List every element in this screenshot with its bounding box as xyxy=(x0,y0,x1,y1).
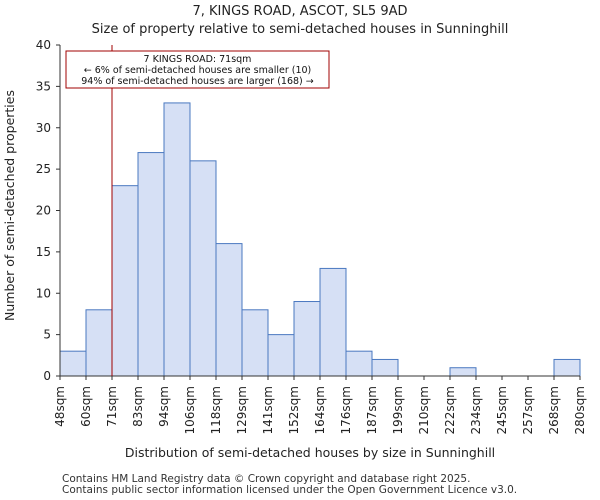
footer-copyright: Contains HM Land Registry data © Crown c… xyxy=(62,473,471,485)
bar-152sqm xyxy=(293,301,321,377)
x-tick-label: 152sqm xyxy=(287,386,301,434)
x-tick-label: 268sqm xyxy=(547,386,561,434)
x-tick-label: 245sqm xyxy=(495,386,509,434)
x-tick-label: 60sqm xyxy=(79,386,93,427)
x-tick-label: 222sqm xyxy=(443,386,457,434)
y-tick-label: 10 xyxy=(36,286,51,300)
bar-118sqm xyxy=(215,243,243,377)
bar-83sqm xyxy=(137,152,165,377)
x-tick-label: 94sqm xyxy=(157,386,171,427)
bar-94sqm xyxy=(163,102,191,377)
bar-268sqm xyxy=(553,358,581,377)
bar-222sqm xyxy=(449,367,477,377)
x-tick-label: 199sqm xyxy=(391,386,405,434)
y-tick-label: 35 xyxy=(36,79,51,93)
x-tick-label: 176sqm xyxy=(339,386,353,434)
chart-subtitle: Size of property relative to semi-detach… xyxy=(91,22,509,37)
bar-164sqm xyxy=(319,267,347,377)
bar-106sqm xyxy=(189,160,217,377)
bar-176sqm xyxy=(345,350,373,377)
y-tick-label: 5 xyxy=(43,328,51,342)
annotation-line: 94% of semi-detached houses are larger (… xyxy=(81,76,314,87)
bar-48sqm xyxy=(59,350,87,377)
x-tick-label: 164sqm xyxy=(313,386,327,434)
x-tick-label: 280sqm xyxy=(573,386,587,434)
y-tick-label: 0 xyxy=(43,369,51,383)
y-tick-label: 30 xyxy=(36,121,51,135)
x-tick-label: 129sqm xyxy=(235,386,249,434)
footer-licence: Contains public sector information licen… xyxy=(62,484,518,496)
y-axis-label: Number of semi-detached properties xyxy=(2,90,17,321)
x-tick-label: 187sqm xyxy=(365,386,379,434)
y-tick-label: 15 xyxy=(36,245,51,259)
y-tick-label: 20 xyxy=(36,204,51,218)
annotation-line: ← 6% of semi-detached houses are smaller… xyxy=(84,65,312,76)
x-tick-label: 118sqm xyxy=(209,386,223,434)
x-tick-label: 210sqm xyxy=(417,386,431,434)
x-tick-label: 48sqm xyxy=(53,386,67,427)
x-tick-label: 141sqm xyxy=(261,386,275,434)
annotation-box xyxy=(65,50,330,89)
x-tick-label: 83sqm xyxy=(131,386,145,427)
x-tick-label: 71sqm xyxy=(105,386,119,427)
x-tick-label: 234sqm xyxy=(469,386,483,434)
y-tick-label: 25 xyxy=(36,162,51,176)
bar-60sqm xyxy=(85,309,113,377)
bar-71sqm xyxy=(111,185,139,377)
y-tick-label: 40 xyxy=(36,38,51,52)
x-tick-label: 257sqm xyxy=(521,386,535,434)
bar-141sqm xyxy=(267,334,295,377)
bar-187sqm xyxy=(371,358,399,377)
bar-129sqm xyxy=(241,309,269,377)
annotation-line: 7 KINGS ROAD: 71sqm xyxy=(144,54,252,65)
x-axis-label: Distribution of semi-detached houses by … xyxy=(125,445,495,460)
chart-title: 7, KINGS ROAD, ASCOT, SL5 9AD xyxy=(192,4,408,19)
x-tick-label: 106sqm xyxy=(183,386,197,434)
